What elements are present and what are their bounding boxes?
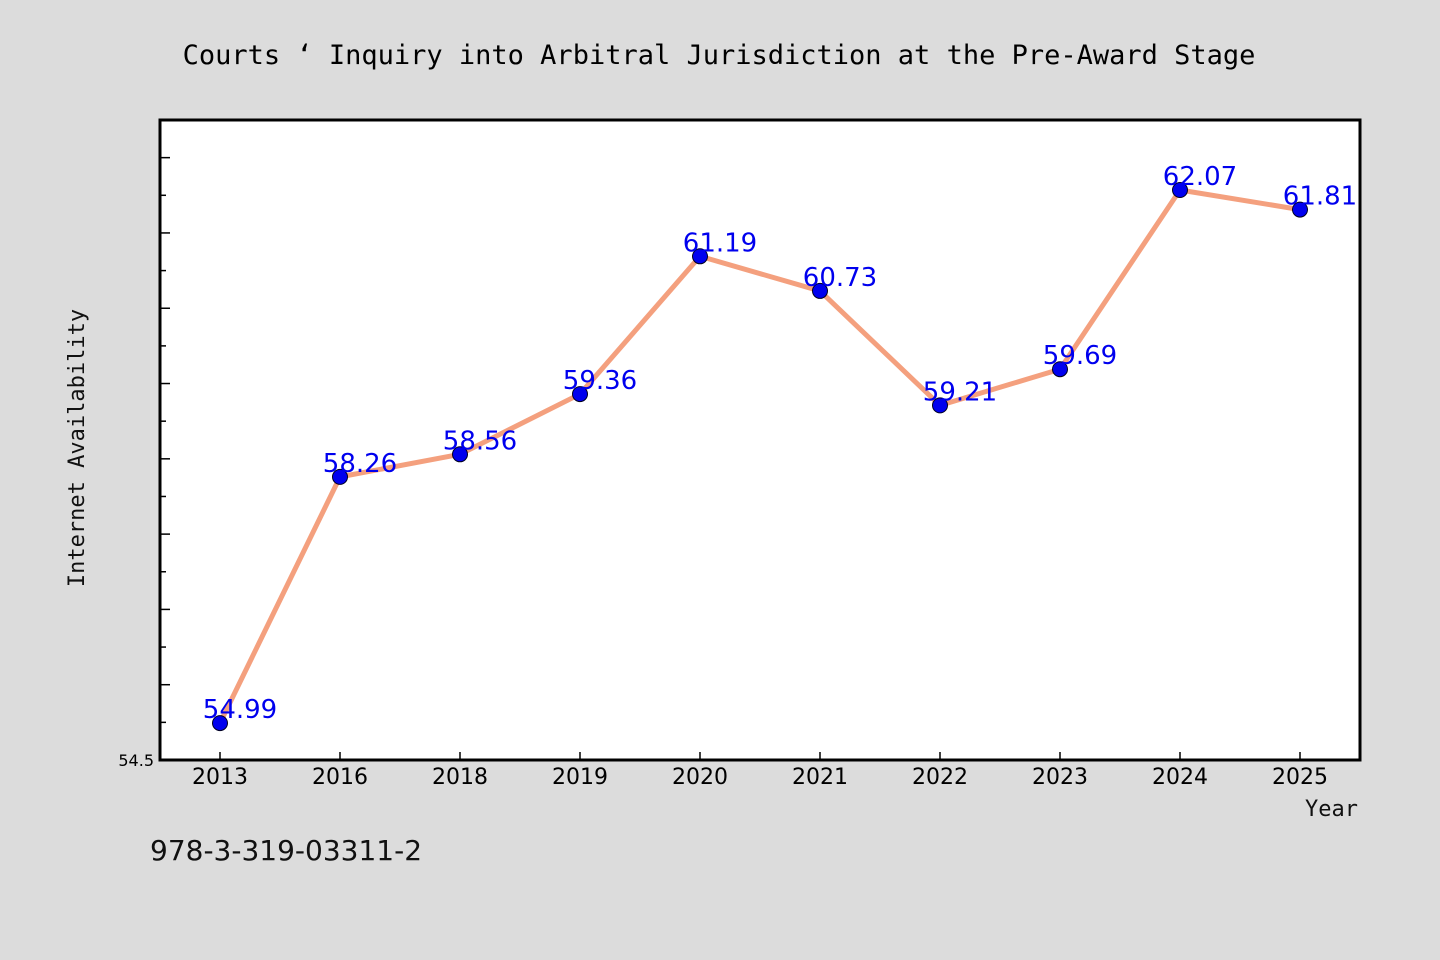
- data-label: 61.19: [683, 228, 757, 258]
- data-label: 58.56: [443, 426, 517, 456]
- y-axis-ticks: 54.5: [118, 119, 170, 770]
- x-tick-label: 2016: [312, 765, 368, 790]
- series-layer: [212, 182, 1308, 732]
- x-tick-label: 2025: [1272, 765, 1328, 790]
- data-label: 62.07: [1163, 162, 1237, 192]
- y-tick-label: 54.5: [118, 751, 154, 770]
- isbn-footer: 978-3-319-03311-2: [150, 834, 423, 867]
- data-point-marker: [452, 446, 468, 463]
- plot-area: [158, 118, 1362, 762]
- data-point-marker: [1052, 361, 1068, 378]
- series-line: [217, 187, 1303, 726]
- x-tick-label: 2024: [1152, 765, 1208, 790]
- x-tick-label: 2022: [912, 765, 968, 790]
- data-labels-layer: 54.99 58.26 58.56 59.36 61.19 60.73 59.21 59.69…: [203, 162, 1357, 725]
- data-label: 54.99: [203, 695, 277, 725]
- y-axis-title: Internet Availability: [65, 309, 90, 587]
- x-tick-label: 2013: [192, 765, 248, 790]
- x-axis-ticks: 2013 2016 2018 2019 2020 2021 2022 2023 2024 2025: [192, 752, 1328, 790]
- data-point-marker: [932, 397, 948, 414]
- x-tick-label: 2020: [672, 765, 728, 790]
- data-label: 59.21: [923, 377, 997, 407]
- data-point-marker: [332, 468, 348, 485]
- data-point-marker: [1172, 182, 1188, 199]
- data-point-marker: [572, 386, 588, 403]
- chart-title: Courts ‘ Inquiry into Arbitral Jurisdict…: [183, 40, 1256, 71]
- x-tick-label: 2021: [792, 765, 848, 790]
- data-label: 59.36: [563, 366, 637, 396]
- x-tick-label: 2019: [552, 765, 608, 790]
- data-point-marker: [692, 248, 708, 265]
- data-point-marker: [212, 715, 228, 732]
- data-point-marker: [1292, 201, 1308, 218]
- data-point-marker: [812, 282, 828, 299]
- x-tick-label: 2018: [432, 765, 488, 790]
- data-label: 61.81: [1283, 182, 1357, 212]
- data-label: 60.73: [803, 263, 877, 293]
- x-axis-title: Year: [1305, 797, 1358, 822]
- data-label: 59.69: [1043, 341, 1117, 371]
- x-tick-label: 2023: [1032, 765, 1088, 790]
- data-label: 58.26: [323, 449, 397, 479]
